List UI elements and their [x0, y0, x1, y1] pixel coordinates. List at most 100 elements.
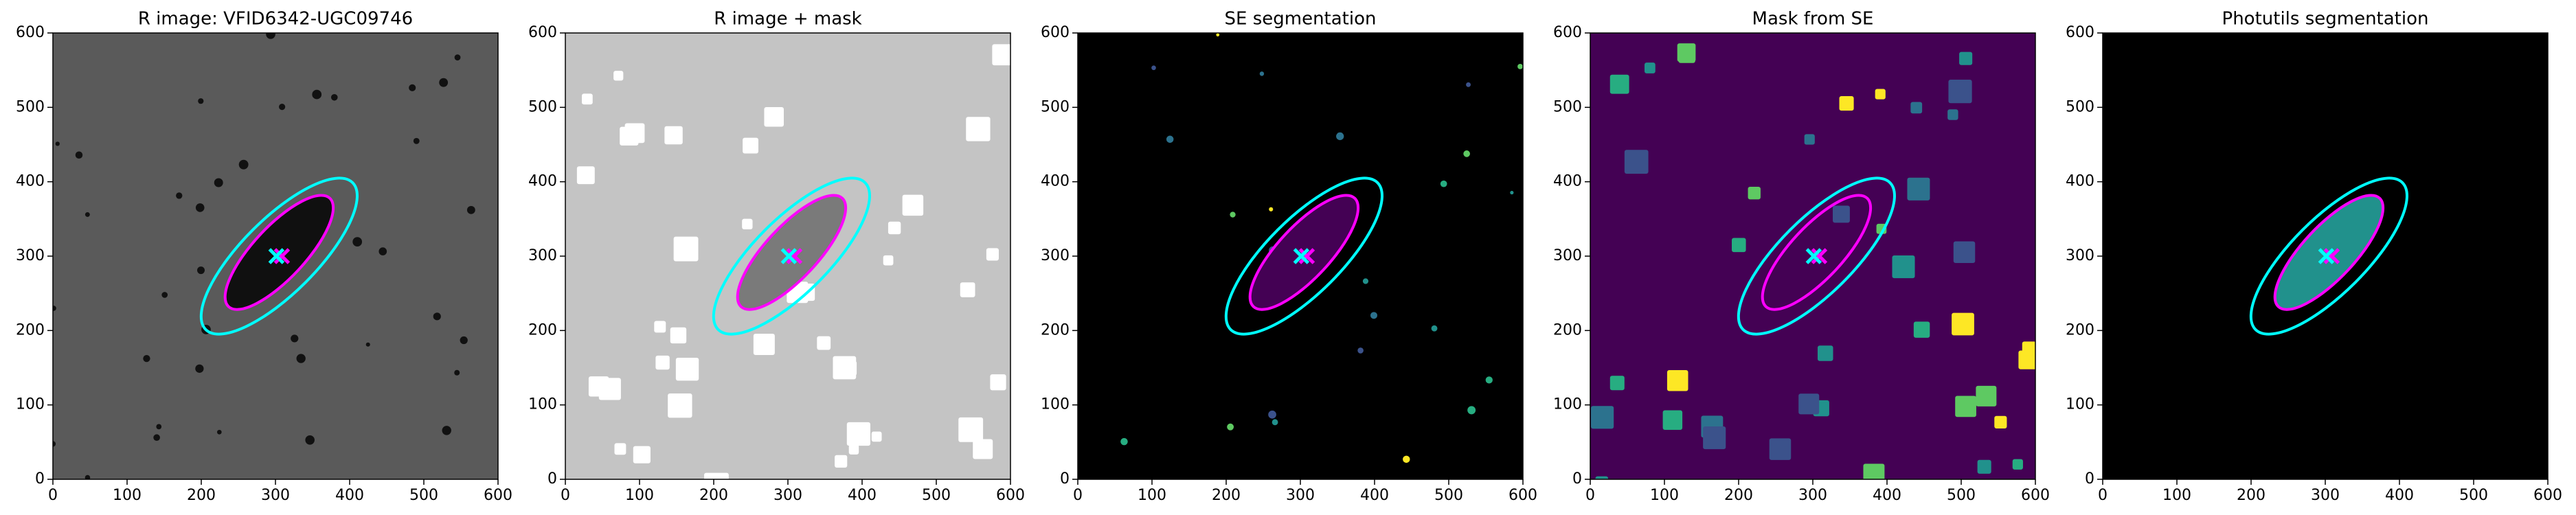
- y-tick-label: 300: [16, 247, 45, 264]
- segment: [1268, 410, 1276, 419]
- x-tick-label: 600: [1509, 487, 1537, 504]
- mask-box: [833, 356, 857, 380]
- mask-box: [1994, 415, 2007, 428]
- mask-box: [1907, 177, 1930, 201]
- mask-box: [598, 378, 621, 400]
- star: [442, 426, 451, 435]
- star: [305, 435, 315, 445]
- y-tick-label: 500: [528, 98, 557, 115]
- x-tick-label: 400: [848, 487, 877, 504]
- mask-box: [990, 374, 1006, 391]
- x-tick-label: 500: [1434, 487, 1463, 504]
- x-tick-label: 300: [1286, 487, 1315, 504]
- x-tick-label: 0: [48, 487, 58, 504]
- mask-box: [871, 431, 882, 442]
- x-tick-label: 300: [1798, 487, 1827, 504]
- x-tick-label: 200: [699, 487, 728, 504]
- y-tick-label: 100: [1041, 396, 1070, 413]
- aperture-ellipse: [1761, 194, 1873, 311]
- center-marker: [1298, 248, 1315, 264]
- mask-box: [986, 248, 999, 261]
- segment: [1370, 312, 1378, 319]
- mask-box: [633, 446, 651, 464]
- mask-box: [1662, 410, 1683, 430]
- y-tick-label: 500: [1041, 98, 1070, 115]
- mask-box: [1732, 238, 1746, 253]
- star: [176, 192, 183, 199]
- mask-box: [883, 255, 894, 266]
- star: [75, 151, 83, 159]
- star: [279, 104, 286, 111]
- segment: [1463, 150, 1471, 157]
- segment: [1431, 325, 1438, 332]
- y-tick-label: 400: [2066, 173, 2094, 190]
- star: [55, 141, 60, 146]
- center-marker: [1805, 248, 1822, 264]
- mask-box: [2022, 341, 2035, 356]
- mask-box: [1769, 438, 1792, 460]
- x-tick-label: 0: [1073, 487, 1083, 504]
- star: [266, 33, 275, 39]
- center-marker: [2323, 248, 2340, 264]
- y-tick-label: 100: [528, 396, 557, 413]
- image-area: [53, 33, 498, 479]
- segment: [1166, 135, 1174, 144]
- star: [156, 424, 162, 430]
- image-area: [1078, 33, 1523, 479]
- y-tick-label: 600: [16, 24, 45, 41]
- x-tick-label: 200: [1724, 487, 1753, 504]
- star: [466, 205, 475, 214]
- star: [352, 237, 363, 247]
- center-marker: [780, 248, 798, 264]
- mask-box: [1892, 255, 1915, 279]
- mask-box: [1977, 459, 1991, 474]
- mask-box: [1875, 89, 1886, 100]
- star: [433, 312, 441, 321]
- mask-box: [973, 439, 993, 459]
- mask-box: [1947, 109, 1958, 120]
- star: [153, 434, 160, 442]
- mask-box: [1667, 369, 1688, 391]
- star: [312, 89, 322, 100]
- segment: [1120, 437, 1128, 446]
- star: [53, 306, 56, 311]
- star: [84, 474, 91, 479]
- star: [330, 93, 338, 101]
- image-area: [2103, 33, 2548, 479]
- mask-box: [1591, 406, 1614, 429]
- y-tick-label: 0: [547, 470, 557, 488]
- x-tick-label: 100: [2162, 487, 2191, 504]
- segment: [1259, 71, 1265, 76]
- x-tick-label: 200: [1212, 487, 1241, 504]
- y-tick-label: 0: [2085, 470, 2094, 488]
- y-tick-label: 0: [1572, 470, 1582, 488]
- mask-box: [835, 455, 848, 468]
- y-tick-label: 600: [2066, 24, 2094, 41]
- mask-box: [1798, 393, 1820, 415]
- mask-box: [1677, 43, 1696, 62]
- y-tick-label: 100: [2066, 396, 2094, 413]
- x-tick-label: 600: [2533, 487, 2562, 504]
- mask-box: [1955, 396, 1976, 417]
- mask-box: [576, 166, 595, 185]
- star: [84, 211, 90, 217]
- star: [216, 429, 222, 435]
- mask-box: [1913, 321, 1930, 338]
- mask-box: [613, 71, 624, 81]
- panel-title: R image + mask: [714, 9, 862, 30]
- mask-box: [1703, 426, 1726, 450]
- segment: [1269, 207, 1274, 211]
- mask-box: [1645, 62, 1656, 73]
- y-tick-label: 600: [1041, 24, 1070, 41]
- y-tick-label: 500: [2066, 98, 2094, 115]
- mask-box: [902, 194, 924, 216]
- mask-box: [1624, 150, 1649, 174]
- mask-box: [1595, 476, 1609, 479]
- aperture-ellipse: [1224, 176, 1383, 336]
- center-marker: [786, 248, 803, 264]
- star: [195, 364, 204, 373]
- star: [296, 354, 306, 363]
- y-tick-label: 300: [528, 247, 557, 264]
- star: [454, 54, 461, 61]
